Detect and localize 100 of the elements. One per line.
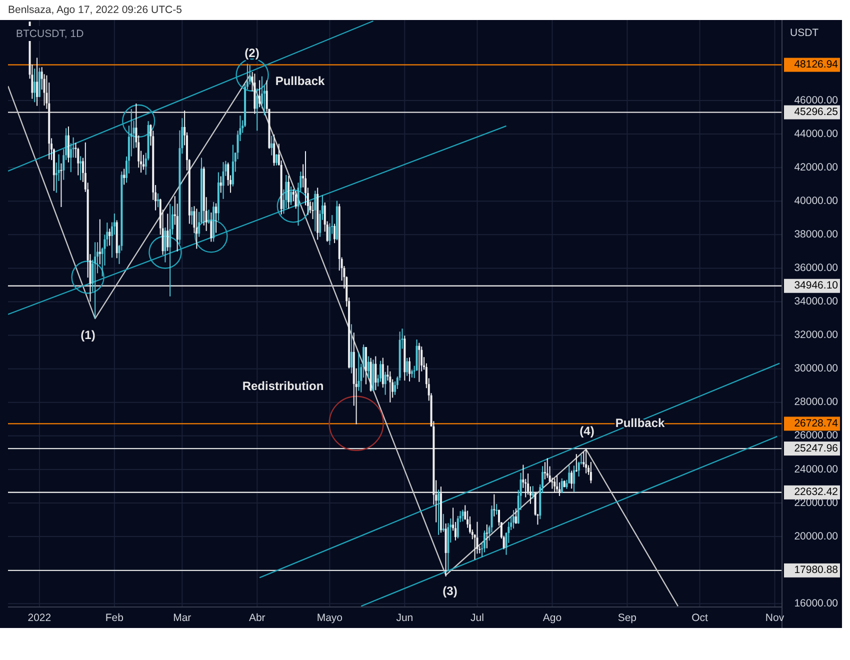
x-tick-label: Sep [618, 612, 637, 624]
candlestick [196, 208, 198, 250]
candlestick [288, 175, 290, 210]
candlestick [572, 465, 575, 492]
candlestick [270, 135, 273, 156]
y-tick-label: 38000.00 [794, 228, 838, 240]
candlestick [406, 357, 408, 376]
x-tick-label: Ago [542, 612, 562, 624]
candlestick [532, 486, 534, 500]
candlestick [77, 147, 80, 176]
candlestick [67, 126, 70, 163]
candlestick [294, 190, 297, 210]
x-tick-label: Mar [173, 612, 192, 624]
candlestick [512, 510, 515, 530]
y-tick-label: 34000.00 [794, 296, 838, 308]
annotation: (3) [442, 584, 458, 598]
point [148, 236, 182, 269]
candlestick [456, 515, 459, 539]
x-tick-label: Nov [765, 612, 785, 624]
candlestick [80, 156, 82, 181]
candlestick [418, 342, 420, 382]
candlestick [496, 504, 498, 516]
ref-line-label: 22632.42 [794, 486, 838, 498]
candlestick [215, 202, 218, 234]
candlestick [462, 509, 464, 522]
y-tick-label: 40000.00 [794, 194, 838, 207]
annotation: Pullback [275, 74, 325, 88]
candlestick [290, 186, 292, 206]
text: BTCUSDT, 1D [16, 28, 84, 40]
candlestick [554, 478, 556, 493]
candlestick [590, 461, 592, 484]
candlestick [546, 458, 548, 478]
x-tick-label: Mayo [316, 612, 343, 624]
candlestick [442, 513, 444, 532]
candlestick [210, 212, 212, 242]
x-tick-label: 2022 [28, 612, 52, 624]
y-tick-label: 26000.00 [794, 430, 838, 442]
ref-line-label: 34946.10 [794, 280, 838, 292]
x-tick-label: Feb [105, 612, 124, 624]
candlestick [382, 357, 384, 388]
candlestick [408, 356, 411, 382]
candlestick [248, 64, 251, 86]
ref-line-label: 17980.88 [794, 564, 838, 576]
candlestick [60, 162, 62, 208]
x-tick-label: Jun [396, 612, 414, 624]
candlestick [34, 68, 36, 103]
candlestick [208, 209, 210, 224]
ref-line-label: 26728.74 [794, 417, 838, 430]
y-tick-label: 28000.00 [794, 396, 838, 408]
candlestick [486, 524, 488, 549]
candlestick [273, 134, 276, 166]
candlestick [98, 218, 101, 265]
y-tick-label: 24000.00 [794, 463, 838, 476]
y-tick-label: 42000.00 [794, 161, 838, 174]
y-tick-label: 44000.00 [794, 128, 838, 140]
y-tick-label: 22000.00 [794, 496, 838, 509]
candlestick [374, 356, 377, 391]
candlestick [570, 470, 573, 490]
annotation: (4) [580, 424, 594, 438]
candlestick [123, 168, 126, 186]
candlestick [258, 80, 261, 108]
candlestick [483, 530, 486, 553]
candlestick [232, 144, 234, 187]
candlestick [394, 380, 396, 396]
candlestick [384, 371, 386, 396]
candlestick [164, 226, 166, 263]
candlestick [585, 448, 588, 474]
point [122, 104, 156, 138]
y-tick-label: 46000.00 [794, 94, 838, 106]
y-tick-label: 36000.00 [794, 262, 838, 274]
point [194, 220, 228, 253]
candlestick [256, 88, 258, 132]
y-axis-title: USDT [790, 27, 820, 39]
candlestick [142, 154, 144, 170]
x-tick-label: Jul [470, 612, 484, 624]
annotation: (2) [244, 46, 260, 60]
candlestick [575, 454, 578, 472]
ref-line-label: 45296.25 [794, 106, 838, 118]
candlestick [556, 474, 558, 492]
candlestick [190, 206, 193, 226]
point [328, 396, 384, 451]
candlestick [350, 324, 352, 374]
y-tick-label: 32000.00 [794, 329, 838, 342]
candlestick [36, 57, 38, 106]
x-tick-label: Abr [248, 612, 266, 624]
y-tick-label: 20000.00 [794, 530, 838, 542]
candlestick [334, 223, 336, 244]
x-tick-label: Oct [692, 612, 708, 624]
candlestick [108, 228, 111, 246]
annotation: (1) [80, 328, 96, 342]
candlestick [544, 462, 546, 480]
candlestick [514, 508, 517, 524]
candlestick [312, 202, 314, 220]
candlestick [275, 154, 278, 166]
candlestick [169, 203, 172, 297]
candlestick [367, 356, 370, 379]
ref-line-label: 25247.96 [794, 442, 838, 454]
line-series [8, 74, 679, 607]
ref-line-label: 48126.94 [794, 58, 838, 71]
candlestick [166, 213, 169, 252]
